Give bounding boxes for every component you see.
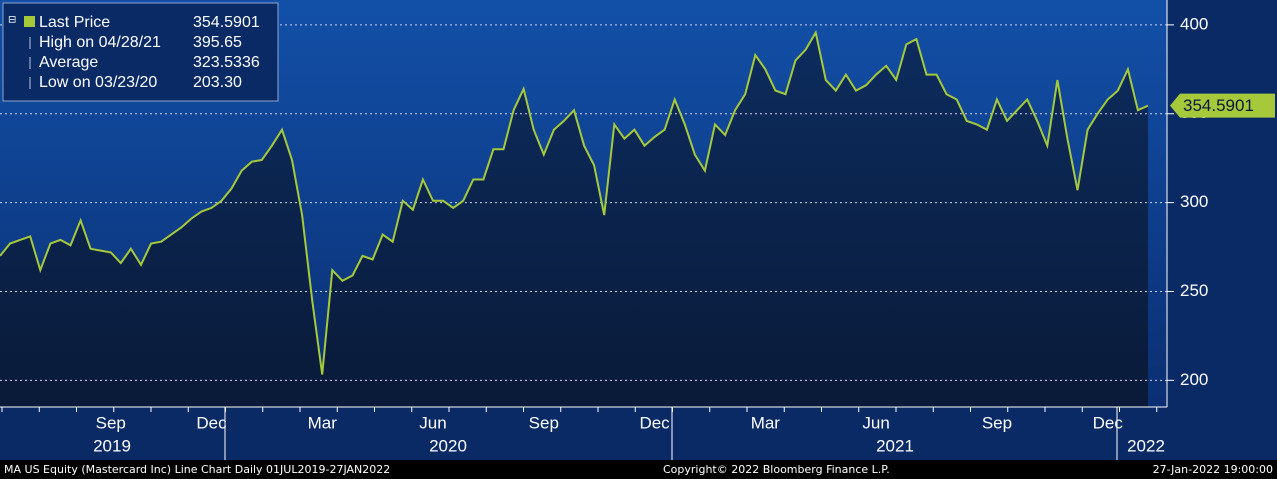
x-tick-label: Sep (982, 413, 1012, 432)
legend-stat-name: Low on 03/23/20 (39, 74, 157, 91)
year-label: 2019 (93, 436, 131, 455)
y-tick-label: 200 (1180, 370, 1208, 389)
x-tick-label: Mar (751, 413, 781, 432)
x-tick-label: Dec (1093, 413, 1124, 432)
price-line (0, 29, 1149, 375)
x-tick-label: Dec (196, 413, 227, 432)
copyright: Copyright© 2022 Bloomberg Finance L.P. (663, 463, 890, 476)
x-tick-label: Sep (529, 413, 559, 432)
legend-swatch (24, 16, 35, 27)
year-label: 2022 (1127, 436, 1165, 455)
legend-label: Last Price (39, 14, 110, 31)
legend (2, 2, 279, 102)
last-price-tag (1170, 93, 1275, 118)
y-tick-label: 400 (1180, 14, 1208, 33)
x-axis-panel (0, 407, 1277, 460)
legend-stat-name: High on 04/28/21 (39, 34, 161, 51)
x-tick-label: Mar (308, 413, 338, 432)
legend-stat-value: 354.5901 (193, 14, 260, 31)
legend-stat-value: 203.30 (193, 74, 242, 91)
x-tick-label: Jun (862, 413, 889, 432)
area (0, 32, 1148, 407)
footer-title: MA US Equity (Mastercard Inc) Line Chart… (4, 463, 390, 476)
legend-handle: ⊟ (8, 15, 16, 26)
y-axis-panel (1167, 0, 1277, 460)
legend-stat-name: Average (39, 54, 98, 71)
footer (0, 460, 1277, 479)
x-tick-label: Dec (639, 413, 670, 432)
y-tick-label: 250 (1180, 281, 1208, 300)
timestamp: 27-Jan-2022 19:00:00 (1153, 463, 1273, 476)
y-tick-label: 300 (1180, 192, 1208, 211)
x-tick-label: Jun (419, 413, 446, 432)
last-price-label: 354.5901 (1183, 96, 1254, 115)
plot (0, 24, 1167, 407)
legend-stat-value: 323.5336 (193, 54, 260, 71)
legend-stat-value: 395.65 (193, 34, 242, 51)
year-label: 2021 (876, 436, 914, 455)
year-label: 2020 (429, 436, 467, 455)
x-tick-label: Sep (96, 413, 126, 432)
